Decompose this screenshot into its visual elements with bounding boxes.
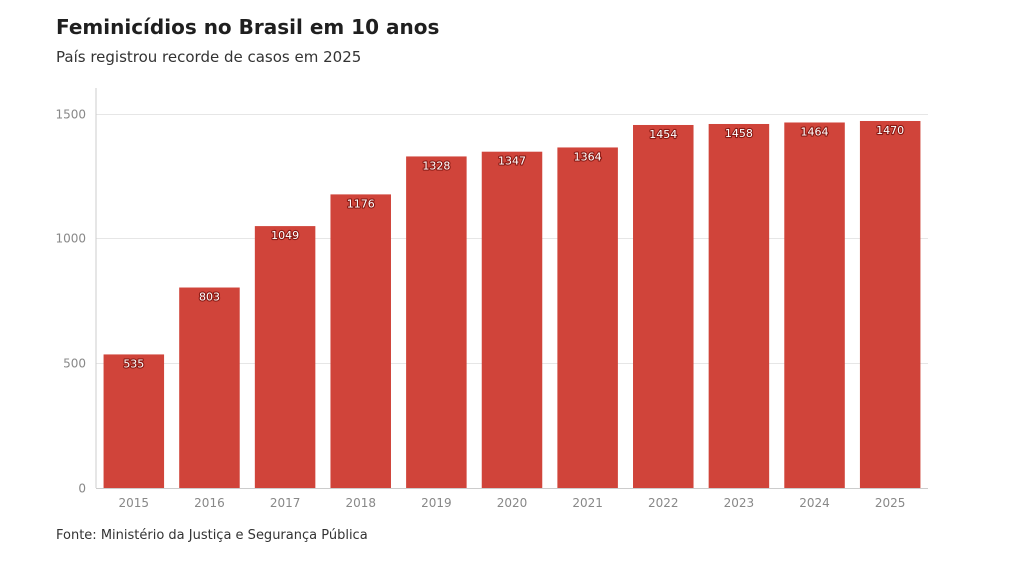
bar-2016 <box>179 287 240 488</box>
bar-2017 <box>254 226 316 488</box>
data-label-2015: 535 <box>123 357 144 370</box>
x-tick-label-2018: 2018 <box>345 496 376 510</box>
x-tick-label-2020: 2020 <box>497 496 528 510</box>
y-tick-label: 0 <box>78 482 86 496</box>
x-tick-label-2016: 2016 <box>194 496 225 510</box>
data-labels: 535 803 1049 1176 1328 1347 1364 1454 1458 1464 14… <box>122 123 905 372</box>
data-label-2022: 1454 <box>649 128 677 141</box>
data-label-2020: 1347 <box>498 155 526 168</box>
bar-2021 <box>557 147 618 489</box>
bar-2025 <box>859 120 921 489</box>
data-label-2024: 1464 <box>801 125 829 138</box>
y-tick-label: 500 <box>63 357 86 371</box>
axes: 0 500 1000 1500 2015 2016 2017 2018 2019 2020 2021… <box>55 88 905 510</box>
source-note: Fonte: Ministério da Justiça e Segurança… <box>56 528 368 543</box>
data-label-2025: 1470 <box>876 124 904 137</box>
chart-title: Feminicídios no Brasil em 10 anos <box>56 15 440 39</box>
bars <box>103 120 921 489</box>
x-tick-label-2019: 2019 <box>421 496 452 510</box>
bar-2024 <box>784 122 845 488</box>
x-tick-label-2017: 2017 <box>270 496 301 510</box>
data-label-2021: 1364 <box>574 150 602 163</box>
bar-2015 <box>103 354 165 488</box>
x-tick-label-2023: 2023 <box>724 496 755 510</box>
y-tick-label: 1500 <box>55 108 86 122</box>
bar-2023 <box>708 123 770 489</box>
data-label-2018: 1176 <box>347 197 375 210</box>
y-tick-label: 1000 <box>55 232 86 246</box>
data-label-2019: 1328 <box>422 159 450 172</box>
bar-2019 <box>406 156 467 488</box>
data-label-2016: 803 <box>199 291 220 304</box>
bar-2018 <box>330 194 391 488</box>
chart-subtitle: País registrou recorde de casos em 2025 <box>56 48 362 66</box>
x-tick-label-2021: 2021 <box>572 496 603 510</box>
x-tick-label-2015: 2015 <box>119 496 150 510</box>
x-tick-label-2025: 2025 <box>875 496 906 510</box>
data-label-2017: 1049 <box>271 229 299 242</box>
x-tick-label-2022: 2022 <box>648 496 679 510</box>
x-tick-label-2024: 2024 <box>799 496 830 510</box>
bar-2022 <box>633 124 694 488</box>
data-label-2023: 1458 <box>725 127 753 140</box>
bar-2020 <box>481 151 543 488</box>
